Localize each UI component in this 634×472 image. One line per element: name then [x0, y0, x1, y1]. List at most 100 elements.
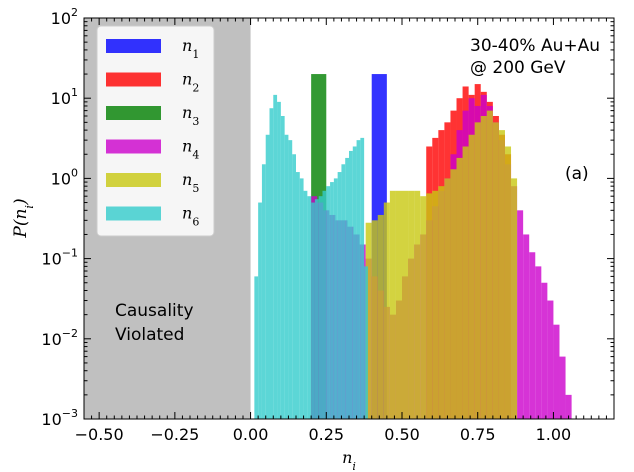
panel-label: (a)	[565, 164, 589, 184]
bar-n6-4	[265, 134, 270, 419]
bar-n6-13	[299, 178, 304, 419]
bar-n6-28	[356, 140, 361, 419]
y-tick-label: 102	[51, 6, 78, 28]
bar-n5-2	[377, 214, 384, 419]
bar-n6-5	[269, 108, 274, 419]
bar-n4-42	[565, 394, 572, 419]
x-tick-label: 0.00	[233, 425, 269, 444]
bar-n4-35	[523, 234, 530, 419]
legend-swatch	[106, 106, 161, 120]
series-n5	[365, 110, 518, 419]
bar-n5-19	[480, 115, 487, 419]
bar-n6-2	[258, 202, 262, 419]
collision-system-annotation: 30-40% Au+Au @ 200 GeV	[470, 36, 600, 78]
bar-n5-24	[511, 178, 518, 419]
bar-n6-14	[303, 190, 308, 419]
bar-n4-41	[559, 356, 566, 419]
bar-n5-6	[402, 190, 409, 419]
x-tick-label: −0.50	[75, 425, 124, 444]
y-tick-label: 10−2	[41, 327, 78, 349]
bar-n6-19	[322, 190, 327, 419]
bar-n5-11	[432, 190, 439, 419]
x-axis-ticks: −0.50 −0.25 0.00 0.25 0.50 0.75 1.00	[75, 18, 607, 444]
bar-n4-40	[553, 324, 560, 419]
bar-n6-20	[326, 186, 331, 419]
x-tick-label: 0.50	[384, 425, 420, 444]
bar-n5-15	[456, 157, 463, 419]
bar-n5-4	[389, 190, 396, 419]
x-tick-label: 0.25	[308, 425, 344, 444]
bar-n5-0	[365, 222, 372, 419]
causality-label-line-2: Violated	[115, 325, 184, 345]
legend-item-n6: n6	[106, 204, 199, 229]
bar-n6-25	[345, 157, 349, 419]
bar-n5-12	[438, 186, 445, 419]
bar-n4-38	[541, 282, 548, 419]
bar-n6-30	[364, 266, 368, 419]
bar-n6-12	[296, 172, 300, 419]
bar-n4-34	[517, 210, 524, 419]
x-tick-label: 0.75	[460, 425, 496, 444]
y-tick-label: 10−3	[41, 407, 78, 429]
bar-n6-16	[311, 202, 315, 419]
bar-n6-10	[288, 140, 293, 419]
legend-label: n3	[182, 103, 199, 128]
annotation-line-1: 30-40% Au+Au	[470, 36, 600, 56]
y-tick-label: 100	[51, 166, 78, 188]
annotation-line-2: @ 200 GeV	[470, 58, 566, 78]
bar-n6-3	[261, 164, 266, 419]
bar-n5-20	[486, 110, 493, 419]
bar-n6-7	[277, 101, 281, 419]
bar-n6-26	[349, 150, 353, 419]
y-axis-label: P(ni)	[11, 198, 36, 238]
bar-n6-18	[318, 196, 323, 419]
bar-n6-29	[360, 137, 365, 419]
legend-swatch	[106, 139, 161, 154]
bar-n5-8	[414, 190, 421, 419]
y-axis-ticks: 10−3 10−2 10−1 100 101 102	[41, 6, 614, 429]
bar-n4-36	[529, 252, 536, 419]
bar-n5-10	[426, 193, 433, 419]
bar-n5-16	[462, 146, 469, 419]
y-tick-label: 10−1	[41, 247, 78, 269]
legend-item-n1: n1	[106, 36, 199, 61]
series-n6	[254, 94, 368, 419]
causality-violated-label: Causality Violated	[115, 301, 194, 345]
legend-swatch	[106, 173, 161, 187]
causality-label-line-1: Causality	[115, 301, 194, 321]
legend-item-n3: n3	[106, 103, 199, 128]
legend: n1 n2 n3 n4 n5 n6	[96, 25, 215, 237]
legend-item-n4: n4	[106, 137, 199, 162]
bar-n6-11	[292, 154, 296, 419]
bar-n5-9	[420, 196, 427, 419]
bar-n5-3	[383, 202, 390, 419]
bar-n6-22	[333, 178, 338, 419]
bar-n5-22	[498, 130, 505, 419]
x-tick-label: 1.00	[536, 425, 572, 444]
bar-n5-7	[408, 190, 415, 419]
bar-n5-5	[395, 190, 402, 419]
legend-label: n6	[182, 204, 199, 229]
legend-label: n5	[182, 170, 199, 195]
legend-swatch	[106, 39, 161, 53]
x-tick-label: −0.25	[150, 425, 199, 444]
bar-n5-13	[444, 178, 451, 419]
bar-n4-37	[535, 266, 542, 419]
legend-label: n4	[182, 137, 199, 162]
bar-n6-21	[330, 182, 334, 419]
bar-n5-1	[371, 220, 378, 419]
bar-n5-18	[474, 122, 481, 419]
legend-item-n5: n5	[106, 170, 199, 195]
legend-item-n2: n2	[106, 70, 199, 94]
bar-n6-23	[337, 172, 342, 419]
bar-n5-21	[492, 122, 499, 419]
x-axis-label: ni	[342, 448, 356, 472]
legend-swatch	[106, 72, 161, 87]
bar-n6-9	[284, 134, 289, 419]
histogram-bars	[254, 74, 572, 419]
bar-n6-1	[254, 276, 259, 419]
bar-n6-27	[352, 146, 357, 419]
bar-n5-14	[450, 169, 457, 419]
legend-label: n1	[182, 36, 199, 61]
